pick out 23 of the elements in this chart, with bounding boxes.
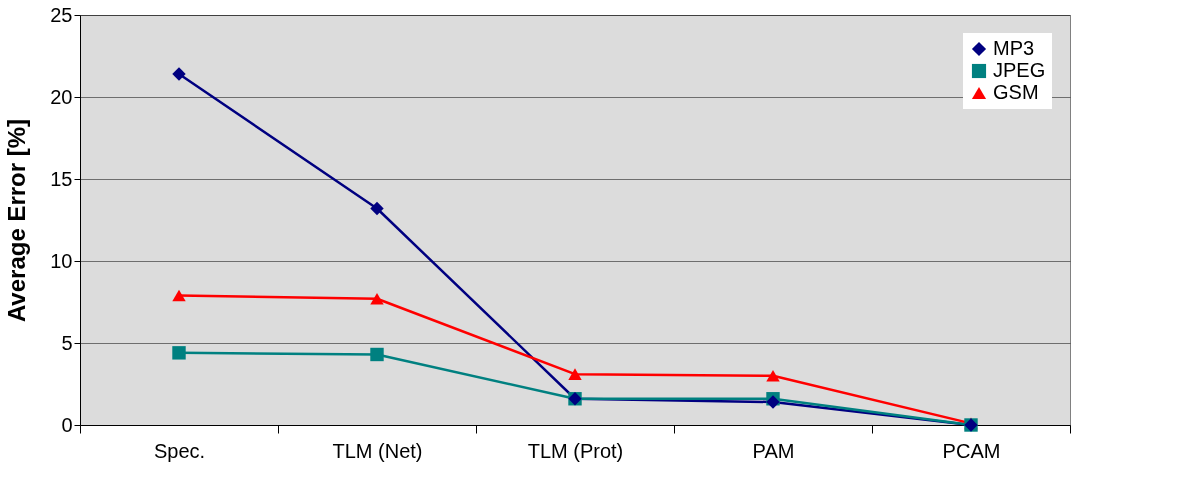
legend-label: GSM bbox=[993, 81, 1039, 103]
point bbox=[766, 369, 780, 382]
y-tick-label: 0 bbox=[61, 413, 73, 436]
legend-label: MP3 bbox=[993, 37, 1035, 59]
x-tick-label: PCAM bbox=[942, 439, 1001, 462]
legend-label: JPEG bbox=[993, 59, 1046, 81]
y-tick-label: 25 bbox=[50, 3, 73, 26]
point bbox=[370, 292, 384, 305]
point bbox=[172, 289, 186, 302]
y-tick-label: 15 bbox=[50, 167, 73, 190]
x-tick-label: PAM bbox=[752, 439, 795, 462]
y-axis-title: Average Error [%] bbox=[3, 118, 31, 323]
point bbox=[568, 368, 582, 380]
y-tick-label: 5 bbox=[61, 331, 73, 354]
point bbox=[370, 201, 384, 216]
y-tick-label: 10 bbox=[50, 249, 73, 272]
y-tick-label: 20 bbox=[50, 85, 73, 108]
x-tick-label: TLM (Prot) bbox=[527, 439, 624, 462]
point bbox=[172, 67, 186, 81]
point bbox=[172, 346, 186, 360]
x-tick-label: TLM (Net) bbox=[332, 439, 423, 462]
x-tick-label: Spec. bbox=[153, 439, 206, 462]
point bbox=[370, 347, 384, 362]
